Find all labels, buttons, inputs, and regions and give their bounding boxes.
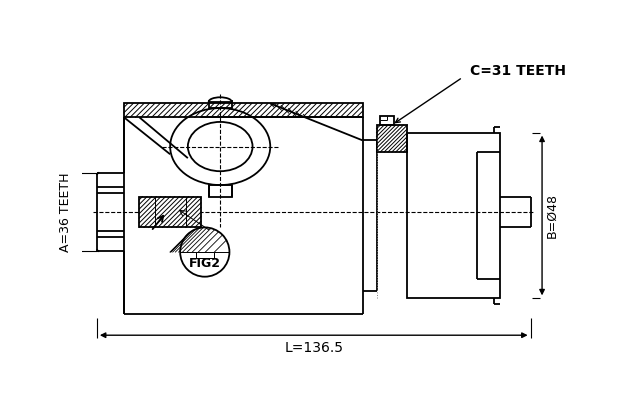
Text: L=136.5: L=136.5: [284, 341, 343, 355]
Bar: [407, 133, 500, 298]
Bar: [376, 125, 407, 152]
Text: B=Ø48: B=Ø48: [545, 193, 558, 238]
Text: A=36 TEETH: A=36 TEETH: [59, 172, 72, 252]
Text: C=31 TEETH: C=31 TEETH: [470, 64, 566, 78]
Bar: [380, 116, 394, 125]
Bar: [140, 197, 201, 228]
Bar: [209, 185, 232, 197]
Bar: [196, 252, 214, 258]
Bar: [209, 102, 232, 108]
Bar: [124, 104, 363, 117]
Text: FIG2: FIG2: [189, 257, 221, 270]
